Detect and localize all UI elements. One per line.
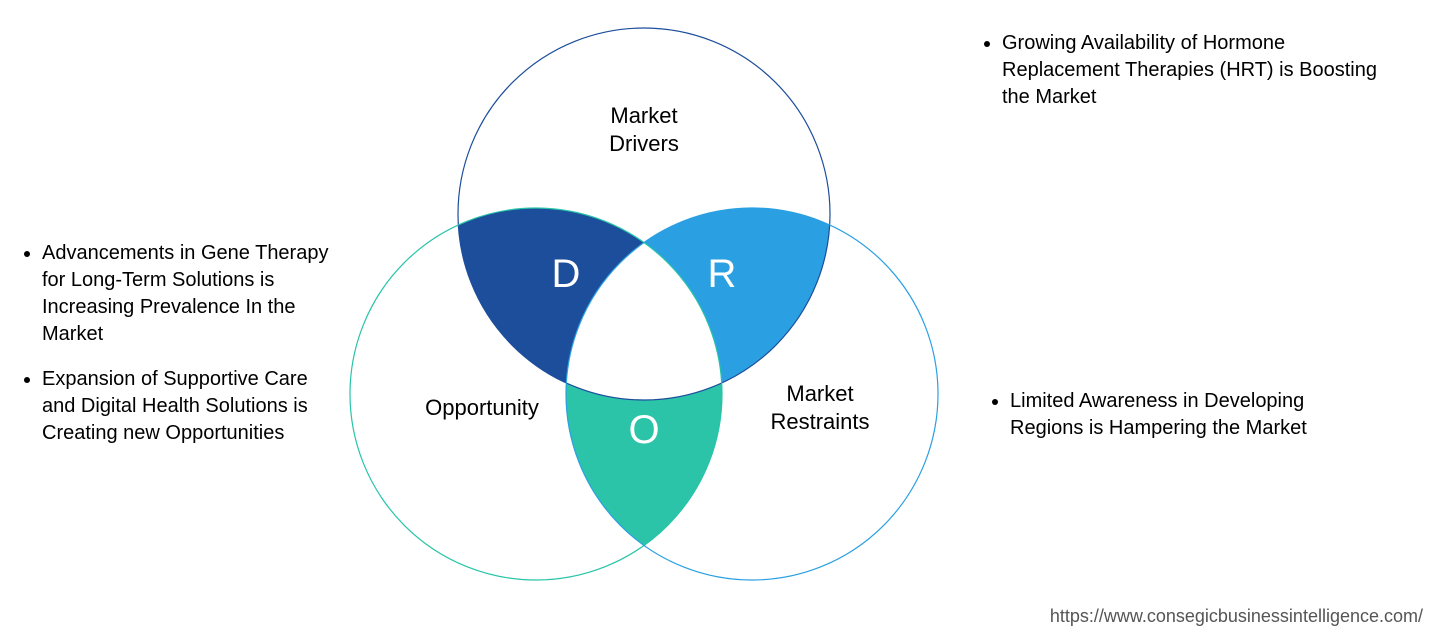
- label-opportunity-text: Opportunity: [425, 395, 539, 420]
- label-market-restraints-line1: Market: [786, 381, 853, 406]
- bullet-left-item: Expansion of Supportive Care and Digital…: [42, 366, 342, 447]
- letter-d: D: [546, 252, 586, 297]
- label-market-restraints-line2: Restraints: [770, 409, 869, 434]
- bullet-top-right-item: Growing Availability of Hormone Replacem…: [1002, 30, 1380, 111]
- stage: Market Drivers Opportunity Market Restra…: [0, 0, 1453, 643]
- bullet-left-item: Advancements in Gene Therapy for Long-Te…: [42, 240, 342, 348]
- letter-r: R: [702, 252, 742, 297]
- label-market-drivers-line1: Market: [610, 103, 677, 128]
- footer-link: https://www.consegicbusinessintelligence…: [1050, 606, 1423, 627]
- bullets-top-right: Growing Availability of Hormone Replacem…: [980, 30, 1380, 129]
- bullet-right-item: Limited Awareness in Developing Regions …: [1010, 388, 1378, 442]
- bullets-right: Limited Awareness in Developing Regions …: [988, 388, 1378, 460]
- letter-o: O: [624, 408, 664, 453]
- label-market-drivers: Market Drivers: [574, 102, 714, 157]
- label-market-drivers-line2: Drivers: [609, 131, 679, 156]
- label-market-restraints: Market Restraints: [740, 380, 900, 435]
- label-opportunity: Opportunity: [392, 394, 572, 422]
- bullets-left: Advancements in Gene Therapy for Long-Te…: [20, 240, 342, 465]
